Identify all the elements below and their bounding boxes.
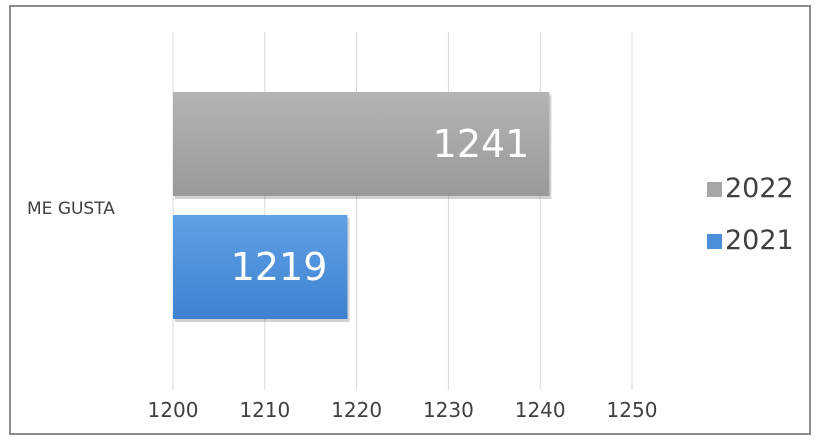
x-tick-label-1220: 1220 — [331, 398, 382, 422]
legend-label-2021: 2021 — [725, 225, 794, 256]
bar-2021 — [173, 215, 348, 319]
legend-label-2022: 2022 — [725, 173, 794, 204]
legend-swatch-2022 — [707, 182, 722, 197]
x-tick-label-1240: 1240 — [515, 398, 566, 422]
legend: 2022 2021 — [707, 173, 794, 256]
x-tick-label-1210: 1210 — [239, 398, 290, 422]
legend-swatch-2021 — [707, 234, 722, 249]
gridlines — [172, 32, 633, 390]
x-tick-label-1250: 1250 — [607, 398, 658, 422]
data-label-2021: 1219 — [231, 245, 328, 289]
data-label-2022: 1241 — [433, 122, 530, 166]
bars — [173, 92, 552, 322]
chart-frame — [9, 5, 811, 435]
category-label: ME GUSTA — [27, 199, 115, 219]
labels: 1200 1210 1220 1230 1240 1250 1241 1219 ME GUSTA — [27, 122, 657, 422]
x-tick-label-1230: 1230 — [423, 398, 474, 422]
bar-2022 — [173, 92, 550, 196]
x-tick-label-1200: 1200 — [148, 398, 199, 422]
